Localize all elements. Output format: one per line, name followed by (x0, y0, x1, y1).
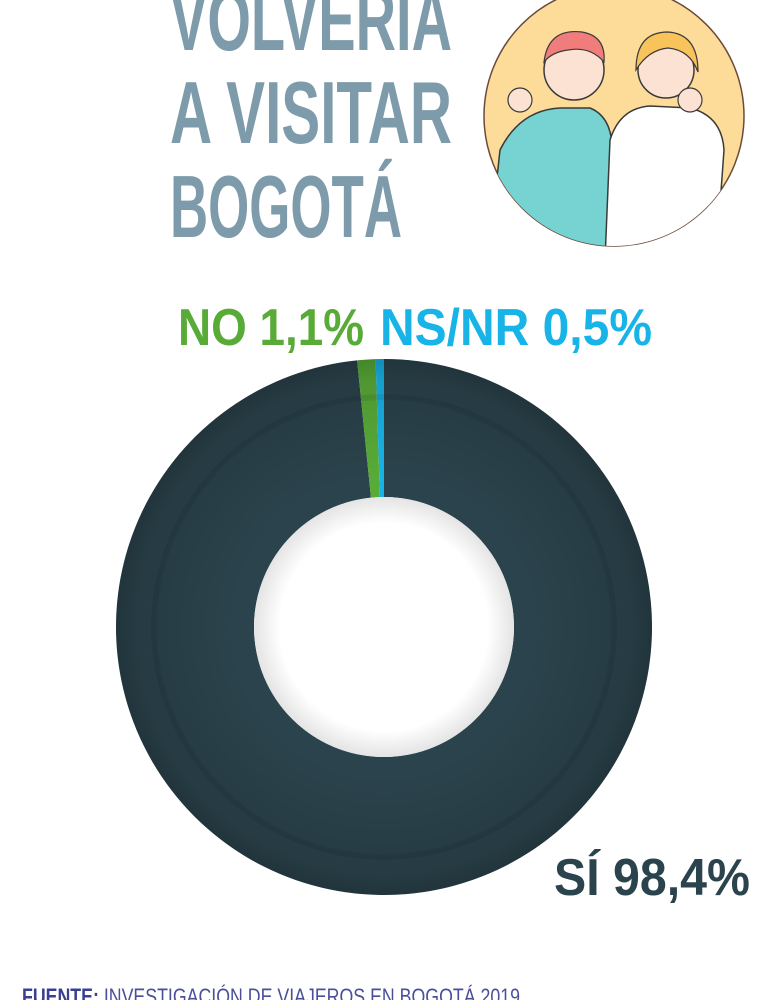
title-line: BOGOTÁ (170, 157, 402, 256)
slice-category: NS/NR (380, 299, 529, 357)
slice-value: 1,1% (260, 299, 364, 357)
source-text: INVESTIGACIÓN DE VIAJEROS EN BOGOTÁ 2019 (104, 984, 520, 1000)
slice-value: 0,5% (543, 299, 652, 357)
donut-hole (254, 497, 514, 757)
slice-label: NS/NR 0,5% (380, 299, 652, 357)
slice-label: NO 1,1% (178, 299, 364, 357)
source-label: FUENTE: (22, 984, 99, 1000)
title-line: A VISITAR (170, 63, 452, 162)
slice-value: 98,4% (613, 849, 750, 907)
ring-inner-edge (151, 394, 617, 860)
title-line: VOLVERÍA (170, 0, 452, 69)
illustration (483, 0, 745, 247)
source: FUENTE: INVESTIGACIÓN DE VIAJEROS EN BOG… (22, 984, 520, 1000)
slice-category: SÍ (554, 849, 601, 907)
slice-label: SÍ 98,4% (554, 849, 750, 907)
slice-category: NO (178, 299, 247, 357)
